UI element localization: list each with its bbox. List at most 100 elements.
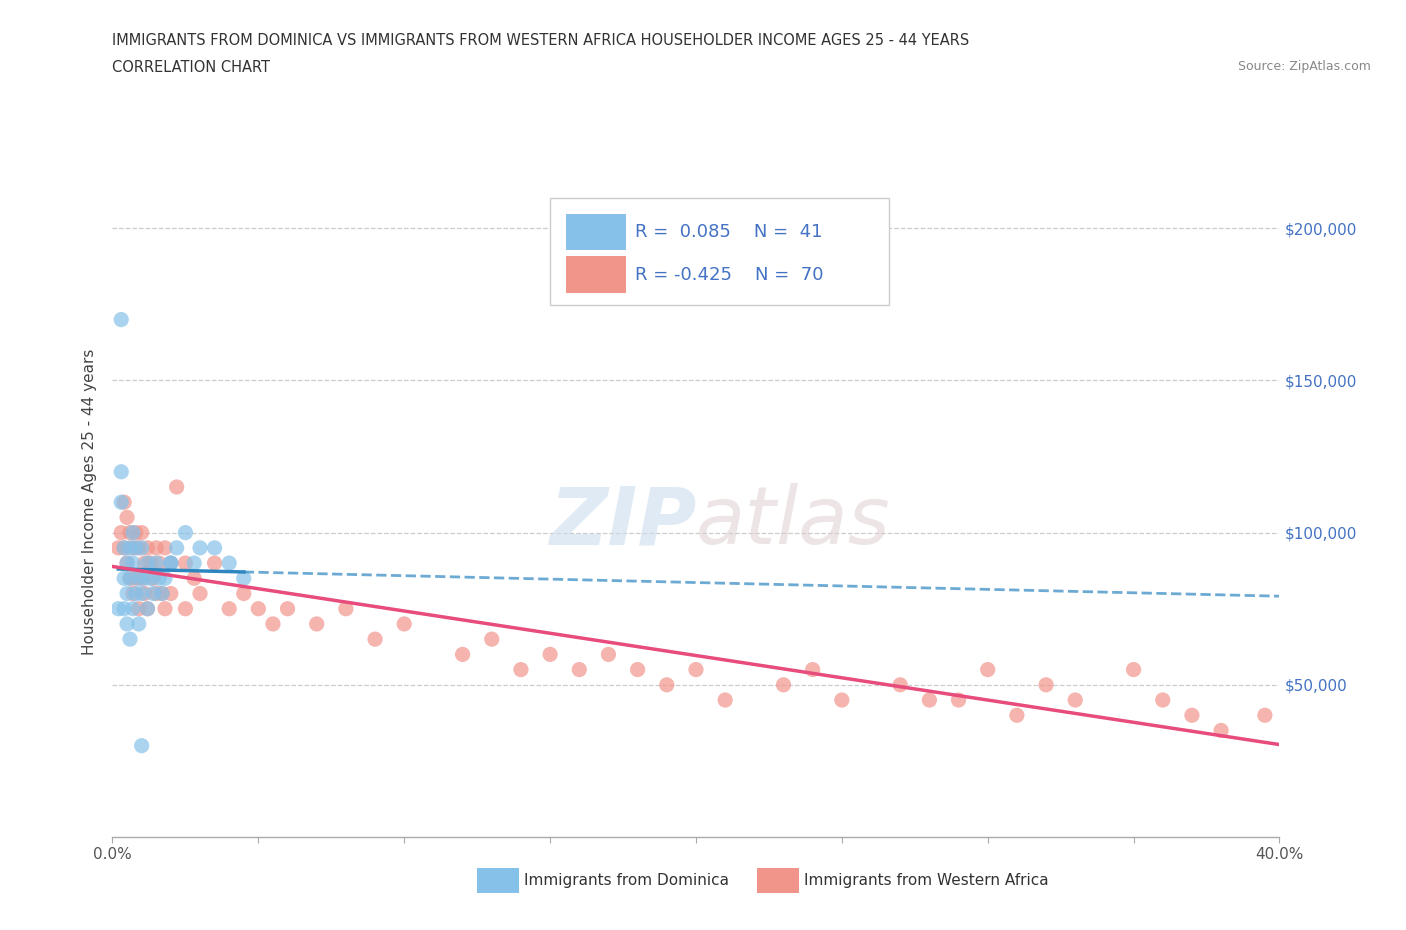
Point <box>145 586 167 601</box>
Point <box>1005 708 1028 723</box>
FancyBboxPatch shape <box>756 869 799 893</box>
FancyBboxPatch shape <box>567 257 626 293</box>
Point <box>134 555 156 570</box>
Point <box>685 662 707 677</box>
Point <box>131 540 153 555</box>
Point <box>948 693 970 708</box>
Point <box>918 693 941 708</box>
Point <box>136 602 159 617</box>
Point <box>714 693 737 708</box>
Point <box>128 571 150 586</box>
Point <box>509 662 531 677</box>
Point <box>262 617 284 631</box>
Point <box>112 540 135 555</box>
Point <box>976 662 998 677</box>
Point <box>131 586 153 601</box>
Point <box>131 525 153 540</box>
Point <box>122 586 145 601</box>
Point <box>139 571 162 586</box>
Point <box>1254 708 1277 723</box>
Point <box>118 540 141 555</box>
Point <box>218 602 240 617</box>
Point <box>1064 693 1087 708</box>
Point <box>160 555 183 570</box>
Point <box>134 586 156 601</box>
Text: IMMIGRANTS FROM DOMINICA VS IMMIGRANTS FROM WESTERN AFRICA HOUSEHOLDER INCOME AG: IMMIGRANTS FROM DOMINICA VS IMMIGRANTS F… <box>112 33 970 47</box>
FancyBboxPatch shape <box>567 214 626 250</box>
Point <box>145 540 167 555</box>
Point <box>115 555 138 570</box>
Point <box>626 662 648 677</box>
Point <box>335 602 357 617</box>
Point <box>139 555 162 570</box>
Point <box>481 631 503 646</box>
Point <box>112 571 135 586</box>
Point <box>538 647 561 662</box>
Point <box>118 631 141 646</box>
Point <box>148 571 170 586</box>
Point <box>598 647 620 662</box>
Point <box>568 662 591 677</box>
Point <box>160 586 183 601</box>
Point <box>128 617 150 631</box>
Point <box>655 677 678 692</box>
Point <box>115 617 138 631</box>
Point <box>122 540 145 555</box>
Point <box>122 525 145 540</box>
Text: CORRELATION CHART: CORRELATION CHART <box>112 60 270 75</box>
Point <box>232 571 254 586</box>
Point <box>118 525 141 540</box>
Point <box>160 555 183 570</box>
Point <box>1035 677 1057 692</box>
Point <box>122 555 145 570</box>
Point <box>128 602 150 617</box>
Point <box>232 586 254 601</box>
Text: Source: ZipAtlas.com: Source: ZipAtlas.com <box>1237 60 1371 73</box>
Point <box>166 540 188 555</box>
Point <box>160 555 183 570</box>
Point <box>125 586 148 601</box>
Text: atlas: atlas <box>696 484 891 562</box>
Point <box>1122 662 1144 677</box>
FancyBboxPatch shape <box>477 869 519 893</box>
Point <box>174 525 197 540</box>
Point <box>112 540 135 555</box>
Point <box>392 617 416 631</box>
Point <box>125 571 148 586</box>
Point <box>107 602 129 617</box>
Point <box>136 540 159 555</box>
Point <box>305 617 328 631</box>
Point <box>142 586 165 601</box>
Point <box>188 586 211 601</box>
Point <box>150 586 173 601</box>
Point <box>1181 708 1204 723</box>
Text: ZIP: ZIP <box>548 484 696 562</box>
Point <box>276 602 298 617</box>
Point <box>166 480 188 495</box>
Point <box>131 571 153 586</box>
Point <box>110 525 132 540</box>
Point <box>125 525 148 540</box>
Point <box>1209 723 1232 737</box>
Point <box>125 540 148 555</box>
Point <box>364 631 387 646</box>
Point <box>153 571 176 586</box>
Point <box>772 677 794 692</box>
Point <box>204 555 226 570</box>
Point <box>115 510 138 525</box>
Point <box>142 571 165 586</box>
Point <box>136 555 159 570</box>
Point <box>831 693 853 708</box>
Point <box>136 602 159 617</box>
Point <box>150 586 173 601</box>
Point <box>134 571 156 586</box>
Point <box>204 540 226 555</box>
Text: R =  0.085    N =  41: R = 0.085 N = 41 <box>636 222 823 241</box>
Point <box>148 555 170 570</box>
Point <box>107 540 129 555</box>
Point <box>122 602 145 617</box>
Point <box>153 540 176 555</box>
Point <box>188 540 211 555</box>
Point <box>451 647 474 662</box>
Point <box>112 495 135 510</box>
